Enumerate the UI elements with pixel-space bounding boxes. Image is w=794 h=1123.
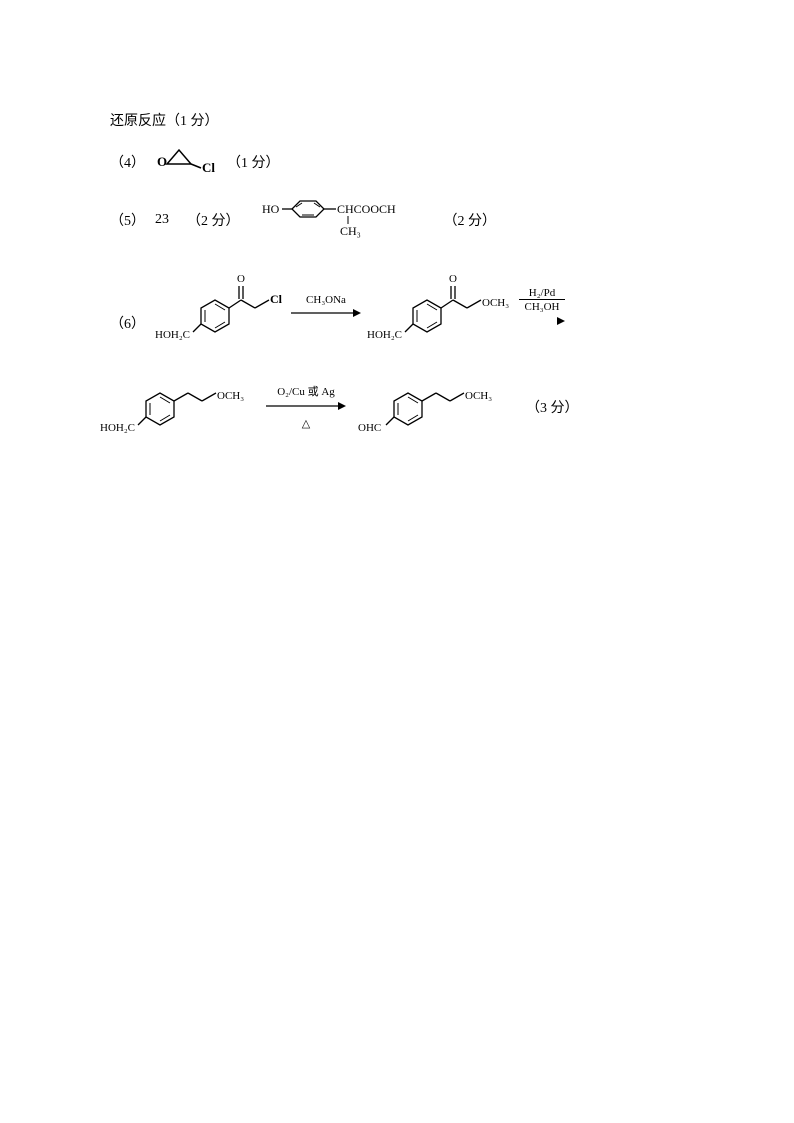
svg-text:HOH₂C: HOH₂C [155,329,190,341]
struct2: HOH₂C O OCH₃ [367,266,517,351]
intro-line: 还原反应（1 分） [110,110,690,130]
svg-text:HO: HO [262,202,280,216]
item4-points: （1 分） [227,152,280,172]
struct4: OHC OCH₃ [352,369,512,444]
reagent2-top: H₂/Pd [519,287,565,299]
item5-num: （5） [110,210,145,230]
svg-text:O: O [449,273,457,285]
svg-text:OCH₃: OCH₃ [217,390,244,402]
item4-num: （4） [110,152,145,172]
epoxide-cl-structure: O Cl [155,142,215,181]
struct1: HOH₂C O Cl [155,266,285,351]
svg-text:CHCOOCH: CHCOOCH [337,202,396,216]
svg-text:O: O [237,273,245,285]
svg-text:CH₃: CH₃ [340,224,361,238]
reagent2-bottom: CH₃OH [519,299,565,313]
item-5: （5） 23 （2 分） HO CHCOOCH CH₃ （2 分） [110,195,690,244]
item-4: （4） O Cl （1 分） [110,142,690,181]
item5-structure: HO CHCOOCH CH₃ [262,195,432,244]
item6-row1: （6） HOH₂C O [110,266,690,351]
item6-num: （6） [110,313,145,333]
item5-points1: （2 分） [187,210,240,230]
svg-text:HOH₂C: HOH₂C [100,422,135,434]
svg-text:OCH₃: OCH₃ [465,390,492,402]
svg-text:OHC: OHC [358,422,381,434]
svg-text:HOH₂C: HOH₂C [367,329,402,341]
intro-text: 还原反应（1 分） [110,110,219,130]
reagent3-bottom: △ [266,417,346,430]
item5-value: 23 [155,212,169,228]
svg-text:Cl: Cl [270,292,283,306]
svg-text:O: O [157,154,167,169]
item-6: （6） HOH₂C O [110,266,690,444]
item5-points2: （2 分） [444,210,497,230]
reagent3-top: O₂/Cu 或 Ag [266,383,346,399]
arrow3: O₂/Cu 或 Ag △ [266,383,346,430]
svg-text:OCH₃: OCH₃ [482,297,509,309]
reagent1: CH₃ONa [291,294,361,306]
svg-text:Cl: Cl [202,160,215,175]
item6-points: （3 分） [526,397,579,417]
arrow1: CH₃ONa [291,294,361,324]
arrow2: H₂/Pd CH₃OH [519,287,565,331]
struct3: HOH₂C OCH₃ [100,369,260,444]
item6-row2: HOH₂C OCH₃ O₂/Cu 或 Ag [100,369,690,444]
